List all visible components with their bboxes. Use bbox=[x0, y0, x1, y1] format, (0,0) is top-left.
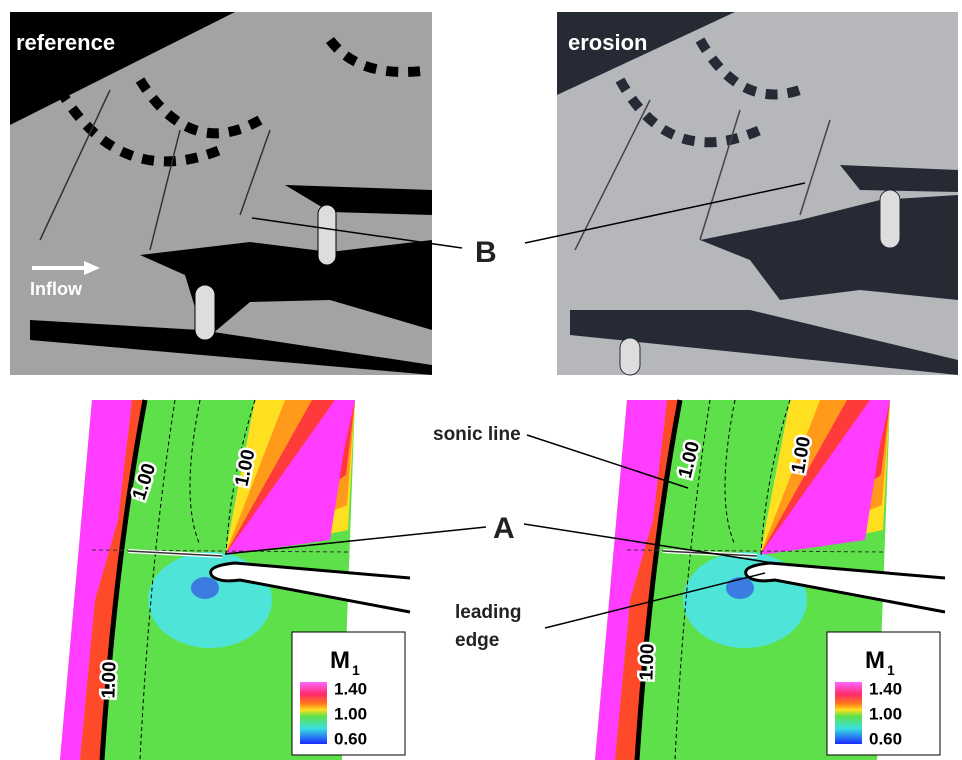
annotation-sonic-line: sonic line bbox=[433, 424, 521, 445]
annotation-leading-edge: edge bbox=[455, 630, 499, 651]
probe-window bbox=[880, 190, 900, 248]
annotation-b: B bbox=[475, 236, 497, 269]
legend-symbol: M bbox=[865, 647, 885, 674]
probe-window bbox=[195, 285, 215, 340]
figure: Inflow reference erosion B 1.00 1.00 1.0… bbox=[0, 0, 962, 760]
reference-photo: Inflow reference bbox=[10, 12, 432, 375]
legend-level: 1.40 bbox=[334, 679, 367, 698]
color-bar bbox=[835, 682, 862, 744]
probe-window bbox=[620, 338, 640, 375]
isoline-label: 1.00 bbox=[636, 643, 658, 681]
legend: M 1 1.40 1.00 0.60 bbox=[827, 632, 940, 755]
legend-level: 1.00 bbox=[869, 704, 902, 723]
legend-symbol: M bbox=[330, 647, 350, 674]
legend-subscript: 1 bbox=[352, 662, 360, 678]
probe-window bbox=[318, 205, 336, 265]
inflow-label: Inflow bbox=[30, 279, 83, 299]
page: {"photos": {"reference": {"label": "refe… bbox=[0, 0, 962, 760]
isoline-label: 1.00 bbox=[98, 661, 120, 699]
photo-label: erosion bbox=[568, 30, 647, 55]
legend-level: 1.40 bbox=[869, 679, 902, 698]
color-bar bbox=[300, 682, 327, 744]
legend-level: 1.00 bbox=[334, 704, 367, 723]
annotation-leading-edge: leading bbox=[455, 602, 522, 623]
legend-level: 0.60 bbox=[869, 729, 902, 748]
legend: M 1 1.40 1.00 0.60 bbox=[292, 632, 405, 755]
annotation-a: A bbox=[493, 512, 515, 545]
photo-label: reference bbox=[16, 30, 115, 55]
legend-level: 0.60 bbox=[334, 729, 367, 748]
legend-subscript: 1 bbox=[887, 662, 895, 678]
